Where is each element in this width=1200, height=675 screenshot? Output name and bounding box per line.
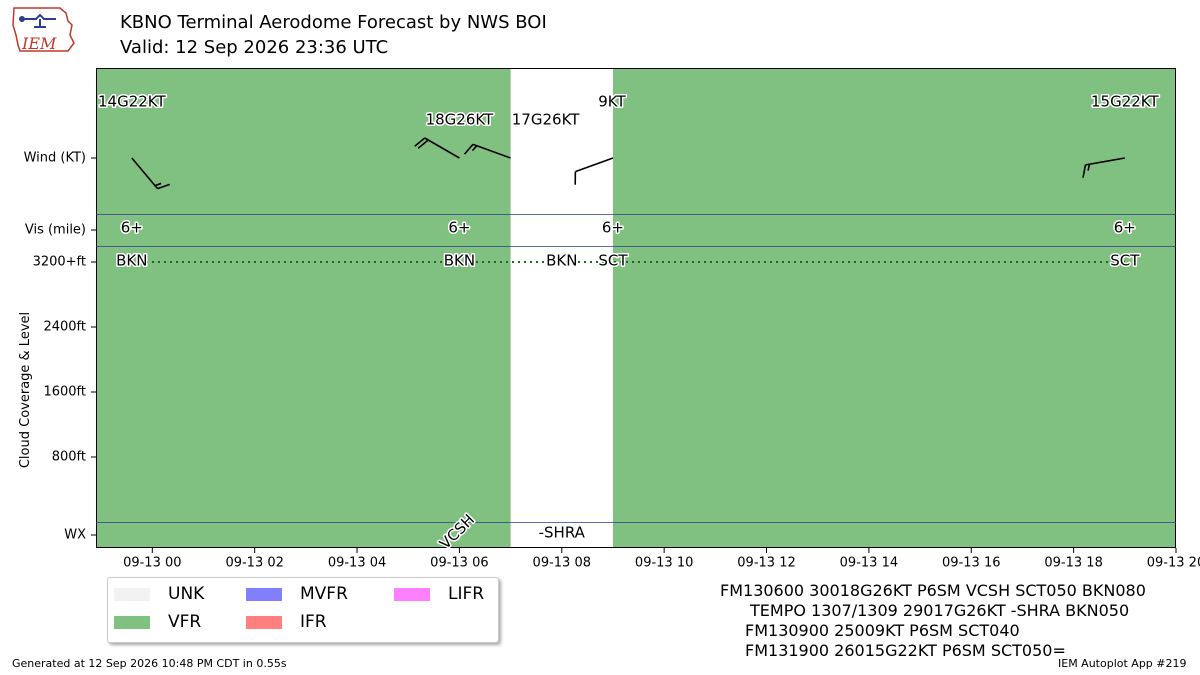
wind-barb-flag-0-0	[157, 183, 171, 190]
xtick-label-8: 09-13 16	[942, 556, 1000, 571]
category-band-2	[612, 68, 1176, 548]
cloud-label-2: BKN	[546, 252, 577, 270]
plot-frame	[96, 68, 1176, 548]
ytick-label-cloud-1: 2400ft	[43, 320, 86, 335]
ytick-label-cloud-0: 3200+ft	[33, 255, 86, 270]
vis-label-0: 6+	[121, 219, 143, 237]
cloud-label-4: SCT	[1110, 252, 1140, 270]
ytick-label-wind: Wind (KT)	[24, 151, 86, 166]
taf-line-2: TEMPO 1307/1309 29017G26KT -SHRA BKN050	[750, 601, 1130, 620]
taf-line-4: FM131900 26015G22KT P6SM SCT050=	[745, 641, 1066, 660]
wind-barb-staff-1	[424, 137, 460, 159]
chart-labels: 14G22KT 18G26KT 17G26KT 9KT 15G22KT 6+ 6+ 6+ 6+ B…	[97, 91, 1161, 554]
chart-title: KBNO Terminal Aerodome Forecast by NWS B…	[120, 12, 547, 33]
wind-barb-flag-4-0	[1082, 164, 1087, 178]
y-axis-title: Cloud Coverage & Level	[18, 312, 33, 468]
wind-barb-flag-1-4	[417, 139, 429, 149]
cloud-label-3: SCT	[598, 252, 628, 270]
wind-barb-staff-4	[1085, 157, 1125, 166]
y-axis: Wind (KT) Vis (mile) WX 3200+ft 2400ft 1600ft…	[24, 151, 96, 543]
taf-line-1: FM130600 30018G26KT P6SM VCSH SCT050 BKN…	[720, 581, 1146, 600]
wind-barb-flag-1-0	[414, 137, 426, 147]
wind-label-3: 9KT	[598, 93, 626, 111]
xtick-label-1: 09-13 02	[225, 556, 283, 571]
cloud-label-1: BKN	[444, 252, 475, 270]
category-band-0	[96, 68, 511, 548]
vis-label-2: 6+	[602, 219, 624, 237]
ytick-label-wx: WX	[64, 528, 86, 543]
legend-label-ifr: IFR	[300, 612, 327, 632]
ytick-label-cloud-2: 1600ft	[43, 385, 86, 400]
ytick-label-cloud-3: 800ft	[52, 450, 86, 465]
x-axis: 09-13 00 09-13 02 09-13 04 09-13 06 09-13 08…	[123, 548, 1200, 571]
wind-barbs	[131, 137, 1125, 190]
legend-item-mvfr: MVFR	[246, 584, 348, 604]
wind-barb-staff-0	[131, 157, 159, 190]
legend-item-vfr: VFR	[114, 612, 201, 632]
legend-swatch-unk	[114, 587, 150, 601]
wind-label-0: 14G22KT	[98, 93, 166, 111]
xtick-label-9: 09-13 18	[1044, 556, 1102, 571]
xtick-label-4: 09-13 08	[533, 556, 591, 571]
legend-item-ifr: IFR	[246, 612, 327, 632]
xtick-label-6: 09-13 12	[737, 556, 795, 571]
legend-swatch-mvfr	[246, 587, 282, 601]
legend-label-mvfr: MVFR	[300, 584, 348, 604]
legend-label-lifr: LIFR	[448, 584, 485, 604]
logo-text: IEM	[21, 34, 57, 53]
legend-swatch-ifr	[246, 615, 282, 629]
taf-line-3: FM130900 25009KT P6SM SCT040	[745, 621, 1020, 640]
xtick-label-2: 09-13 04	[328, 556, 386, 571]
wind-label-2: 17G26KT	[512, 111, 580, 129]
wx-label-1: -SHRA	[539, 524, 586, 542]
ytick-label-vis: Vis (mile)	[25, 223, 86, 238]
footer-generated: Generated at 12 Sep 2026 10:48 PM CDT in…	[12, 657, 287, 670]
wind-barb-staff-3	[575, 157, 614, 173]
xtick-label-0: 09-13 00	[123, 556, 181, 571]
legend: UNK VFR MVFR IFR LIFR	[107, 577, 499, 643]
wind-barb-flag-2-0	[463, 143, 474, 155]
category-bands	[96, 68, 1176, 548]
wind-barb-flag-2-4	[471, 145, 478, 152]
xtick-label-7: 09-13 14	[840, 556, 898, 571]
footer-app: IEM Autoplot App #219	[1058, 657, 1187, 670]
iem-logo: IEM	[12, 7, 75, 53]
xtick-label-3: 09-13 06	[430, 556, 488, 571]
wind-barb-flag-4-4	[1087, 164, 1091, 171]
cloud-label-0: BKN	[116, 252, 147, 270]
wind-barb-flag-0-4	[154, 182, 162, 187]
legend-item-lifr: LIFR	[394, 584, 484, 604]
xtick-label-5: 09-13 10	[635, 556, 693, 571]
legend-label-vfr: VFR	[168, 612, 202, 632]
wind-label-1: 18G26KT	[426, 111, 494, 129]
vis-label-1: 6+	[448, 219, 470, 237]
legend-swatch-lifr	[394, 587, 430, 601]
vis-label-3: 6+	[1114, 219, 1136, 237]
legend-item-unk: UNK	[114, 584, 204, 604]
legend-swatch-vfr	[114, 615, 150, 629]
wind-barb-staff-2	[472, 143, 511, 159]
wind-label-4: 15G22KT	[1091, 93, 1159, 111]
xtick-label-10: 09-13 20	[1147, 556, 1200, 571]
chart-subtitle: Valid: 12 Sep 2026 23:36 UTC	[120, 37, 389, 58]
legend-label-unk: UNK	[168, 584, 205, 604]
